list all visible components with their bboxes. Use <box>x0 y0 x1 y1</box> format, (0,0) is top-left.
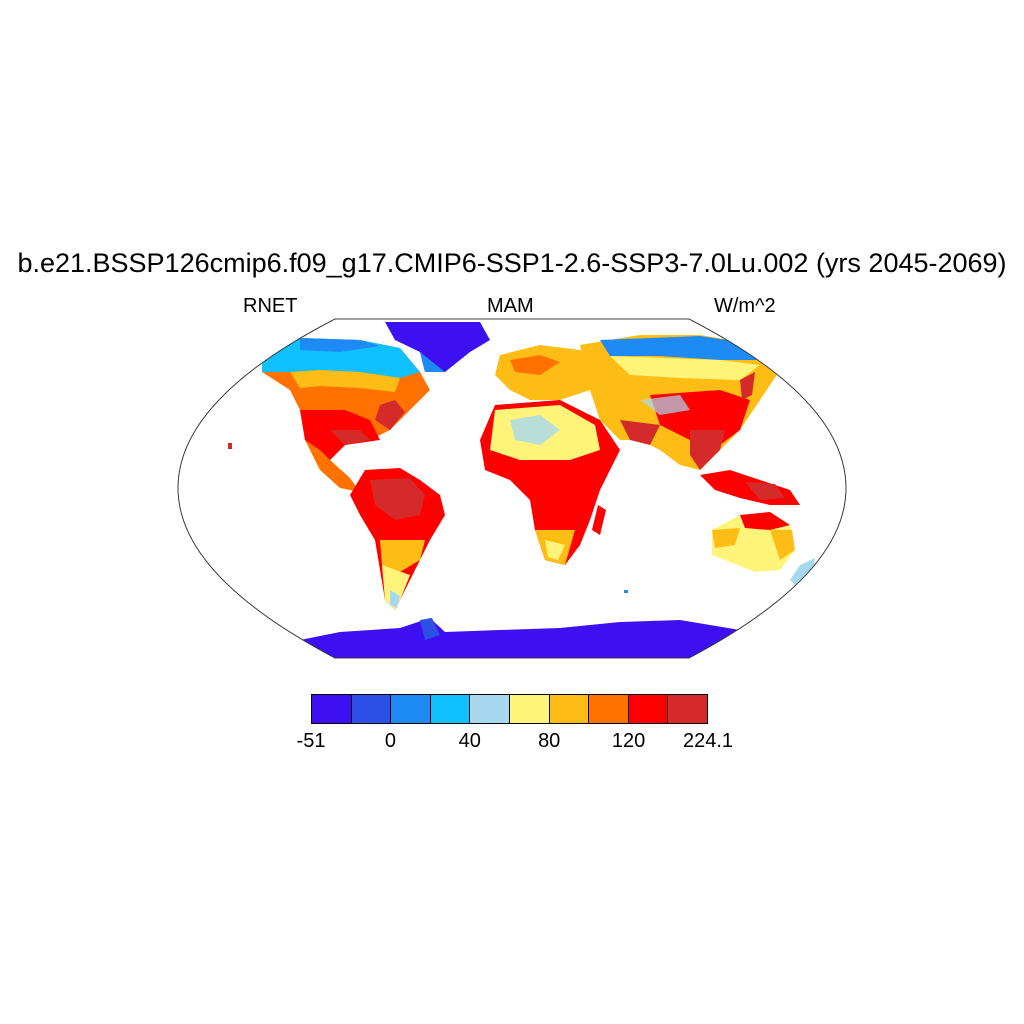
units-label: W/m^2 <box>714 295 776 317</box>
colorbar-tick-label: -51 <box>296 730 326 752</box>
colorbar-swatch <box>312 695 352 723</box>
colorbar-swatch <box>470 695 510 723</box>
colorbar-swatch <box>391 695 431 723</box>
colorbar-tick-label: 120 <box>611 730 646 752</box>
colorbar-tick-label: 224.1 <box>682 730 734 752</box>
colorbar-swatch <box>628 695 669 723</box>
antarctica <box>300 618 760 658</box>
colorbar-tick-label: 40 <box>458 730 481 752</box>
greenland <box>385 322 490 372</box>
colorbar <box>311 694 708 724</box>
colorbar-tick-label: 80 <box>538 730 561 752</box>
season-label: MAM <box>487 295 534 317</box>
colorbar-swatch <box>668 695 707 723</box>
colorbar-tick-label: 0 <box>384 730 396 752</box>
map-title: b.e21.BSSP126cmip6.f09_g17.CMIP6-SSP1-2.… <box>17 248 1007 278</box>
colorbar-swatch <box>549 695 590 723</box>
colorbar-swatch <box>351 695 392 723</box>
variable-label: RNET <box>243 295 298 317</box>
colorbar-swatch <box>430 695 471 723</box>
colorbar-swatch <box>509 695 550 723</box>
colorbar-swatch <box>589 695 629 723</box>
